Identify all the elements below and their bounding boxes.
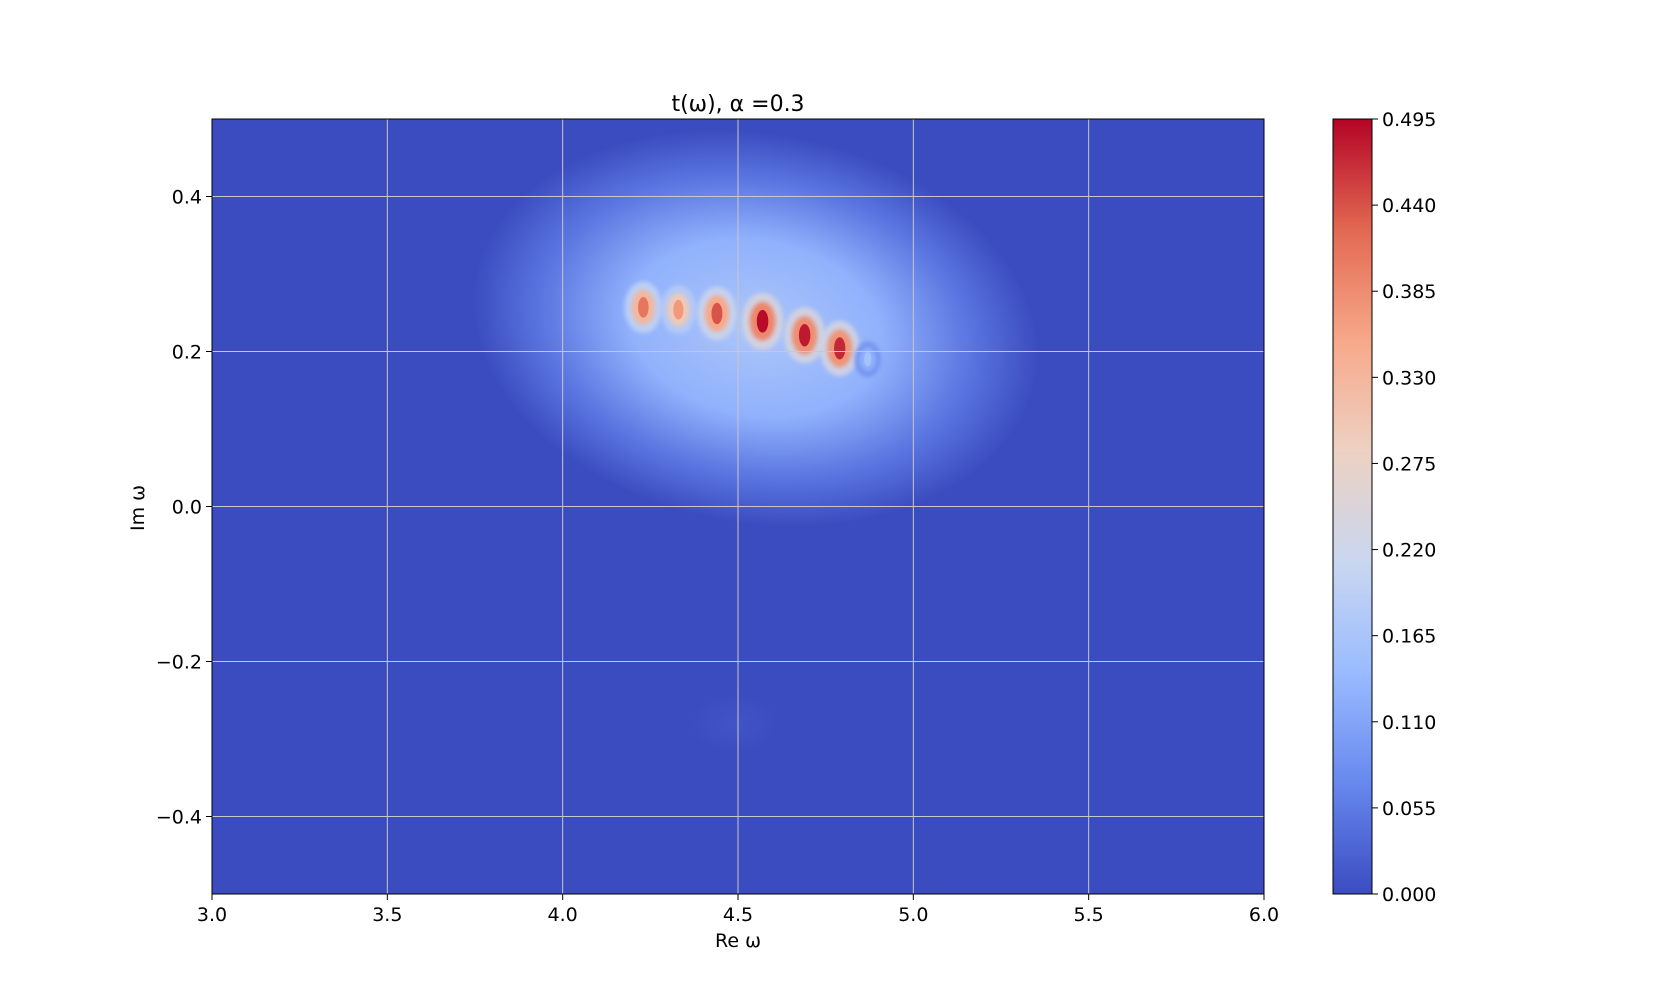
x-tick-label: 6.0 — [1249, 904, 1279, 926]
x-tick-label: 3.0 — [197, 904, 227, 926]
colorbar-tick-label: 0.055 — [1382, 798, 1436, 820]
peak-2 — [660, 285, 697, 335]
x-tick-label: 5.0 — [898, 904, 928, 926]
colorbar-tick-label: 0.220 — [1382, 540, 1436, 562]
colorbar-tick-label: 0.165 — [1382, 626, 1436, 648]
y-tick-label: −0.2 — [156, 652, 202, 674]
colorbar-gradient — [1332, 118, 1373, 895]
y-tick-label: 0.0 — [172, 497, 202, 519]
y-axis-label: Im ω — [127, 485, 149, 531]
grid-lines — [212, 119, 1264, 894]
colorbar-tick-label: 0.330 — [1382, 367, 1436, 389]
peak-core — [711, 302, 723, 325]
peak-core — [798, 323, 811, 347]
peak-core — [864, 352, 872, 367]
secondary-bump — [689, 693, 780, 754]
colorbar-ticks: 0.000 0.055 0.110 0.165 0.220 0.275 0.330 0.385… — [1372, 109, 1436, 906]
peak-5 — [784, 307, 825, 364]
colorbar-tick-label: 0.000 — [1382, 884, 1436, 906]
colorbar-tick-label: 0.495 — [1382, 109, 1436, 131]
colorbar-tick-label: 0.275 — [1382, 453, 1436, 475]
x-axis-label: Re ω — [715, 930, 761, 952]
colorbar: 0.000 0.055 0.110 0.165 0.220 0.275 0.330 0.385… — [1332, 109, 1436, 906]
x-tick-label: 5.5 — [1074, 904, 1104, 926]
x-axis: 3.0 3.5 4.0 4.5 5.0 5.5 6.0 — [197, 894, 1279, 926]
peak-7 — [854, 341, 881, 377]
chart-title: t(ω), α =0.3 — [671, 92, 804, 117]
colorbar-tick-label: 0.110 — [1382, 712, 1436, 734]
peak-4 — [741, 292, 784, 350]
peak-core — [756, 309, 769, 333]
peak-core — [673, 299, 684, 320]
heatmap-field — [472, 129, 1039, 754]
plot-area — [212, 119, 1264, 894]
colorbar-tick-label: 0.385 — [1382, 281, 1436, 303]
x-tick-label: 4.0 — [548, 904, 578, 926]
y-tick-label: −0.4 — [156, 807, 202, 829]
x-tick-label: 4.5 — [723, 904, 753, 926]
peak-core — [834, 337, 846, 360]
x-tick-label: 3.5 — [372, 904, 402, 926]
y-tick-label: 0.4 — [172, 187, 202, 209]
colorbar-tick-label: 0.440 — [1382, 195, 1436, 217]
y-axis: −0.4 −0.2 0.0 0.2 0.4 — [156, 187, 212, 829]
peak-3 — [697, 286, 737, 341]
peak-1 — [624, 281, 663, 334]
peak-6 — [819, 320, 860, 377]
peak-core — [638, 296, 649, 318]
y-tick-label: 0.2 — [172, 342, 202, 364]
